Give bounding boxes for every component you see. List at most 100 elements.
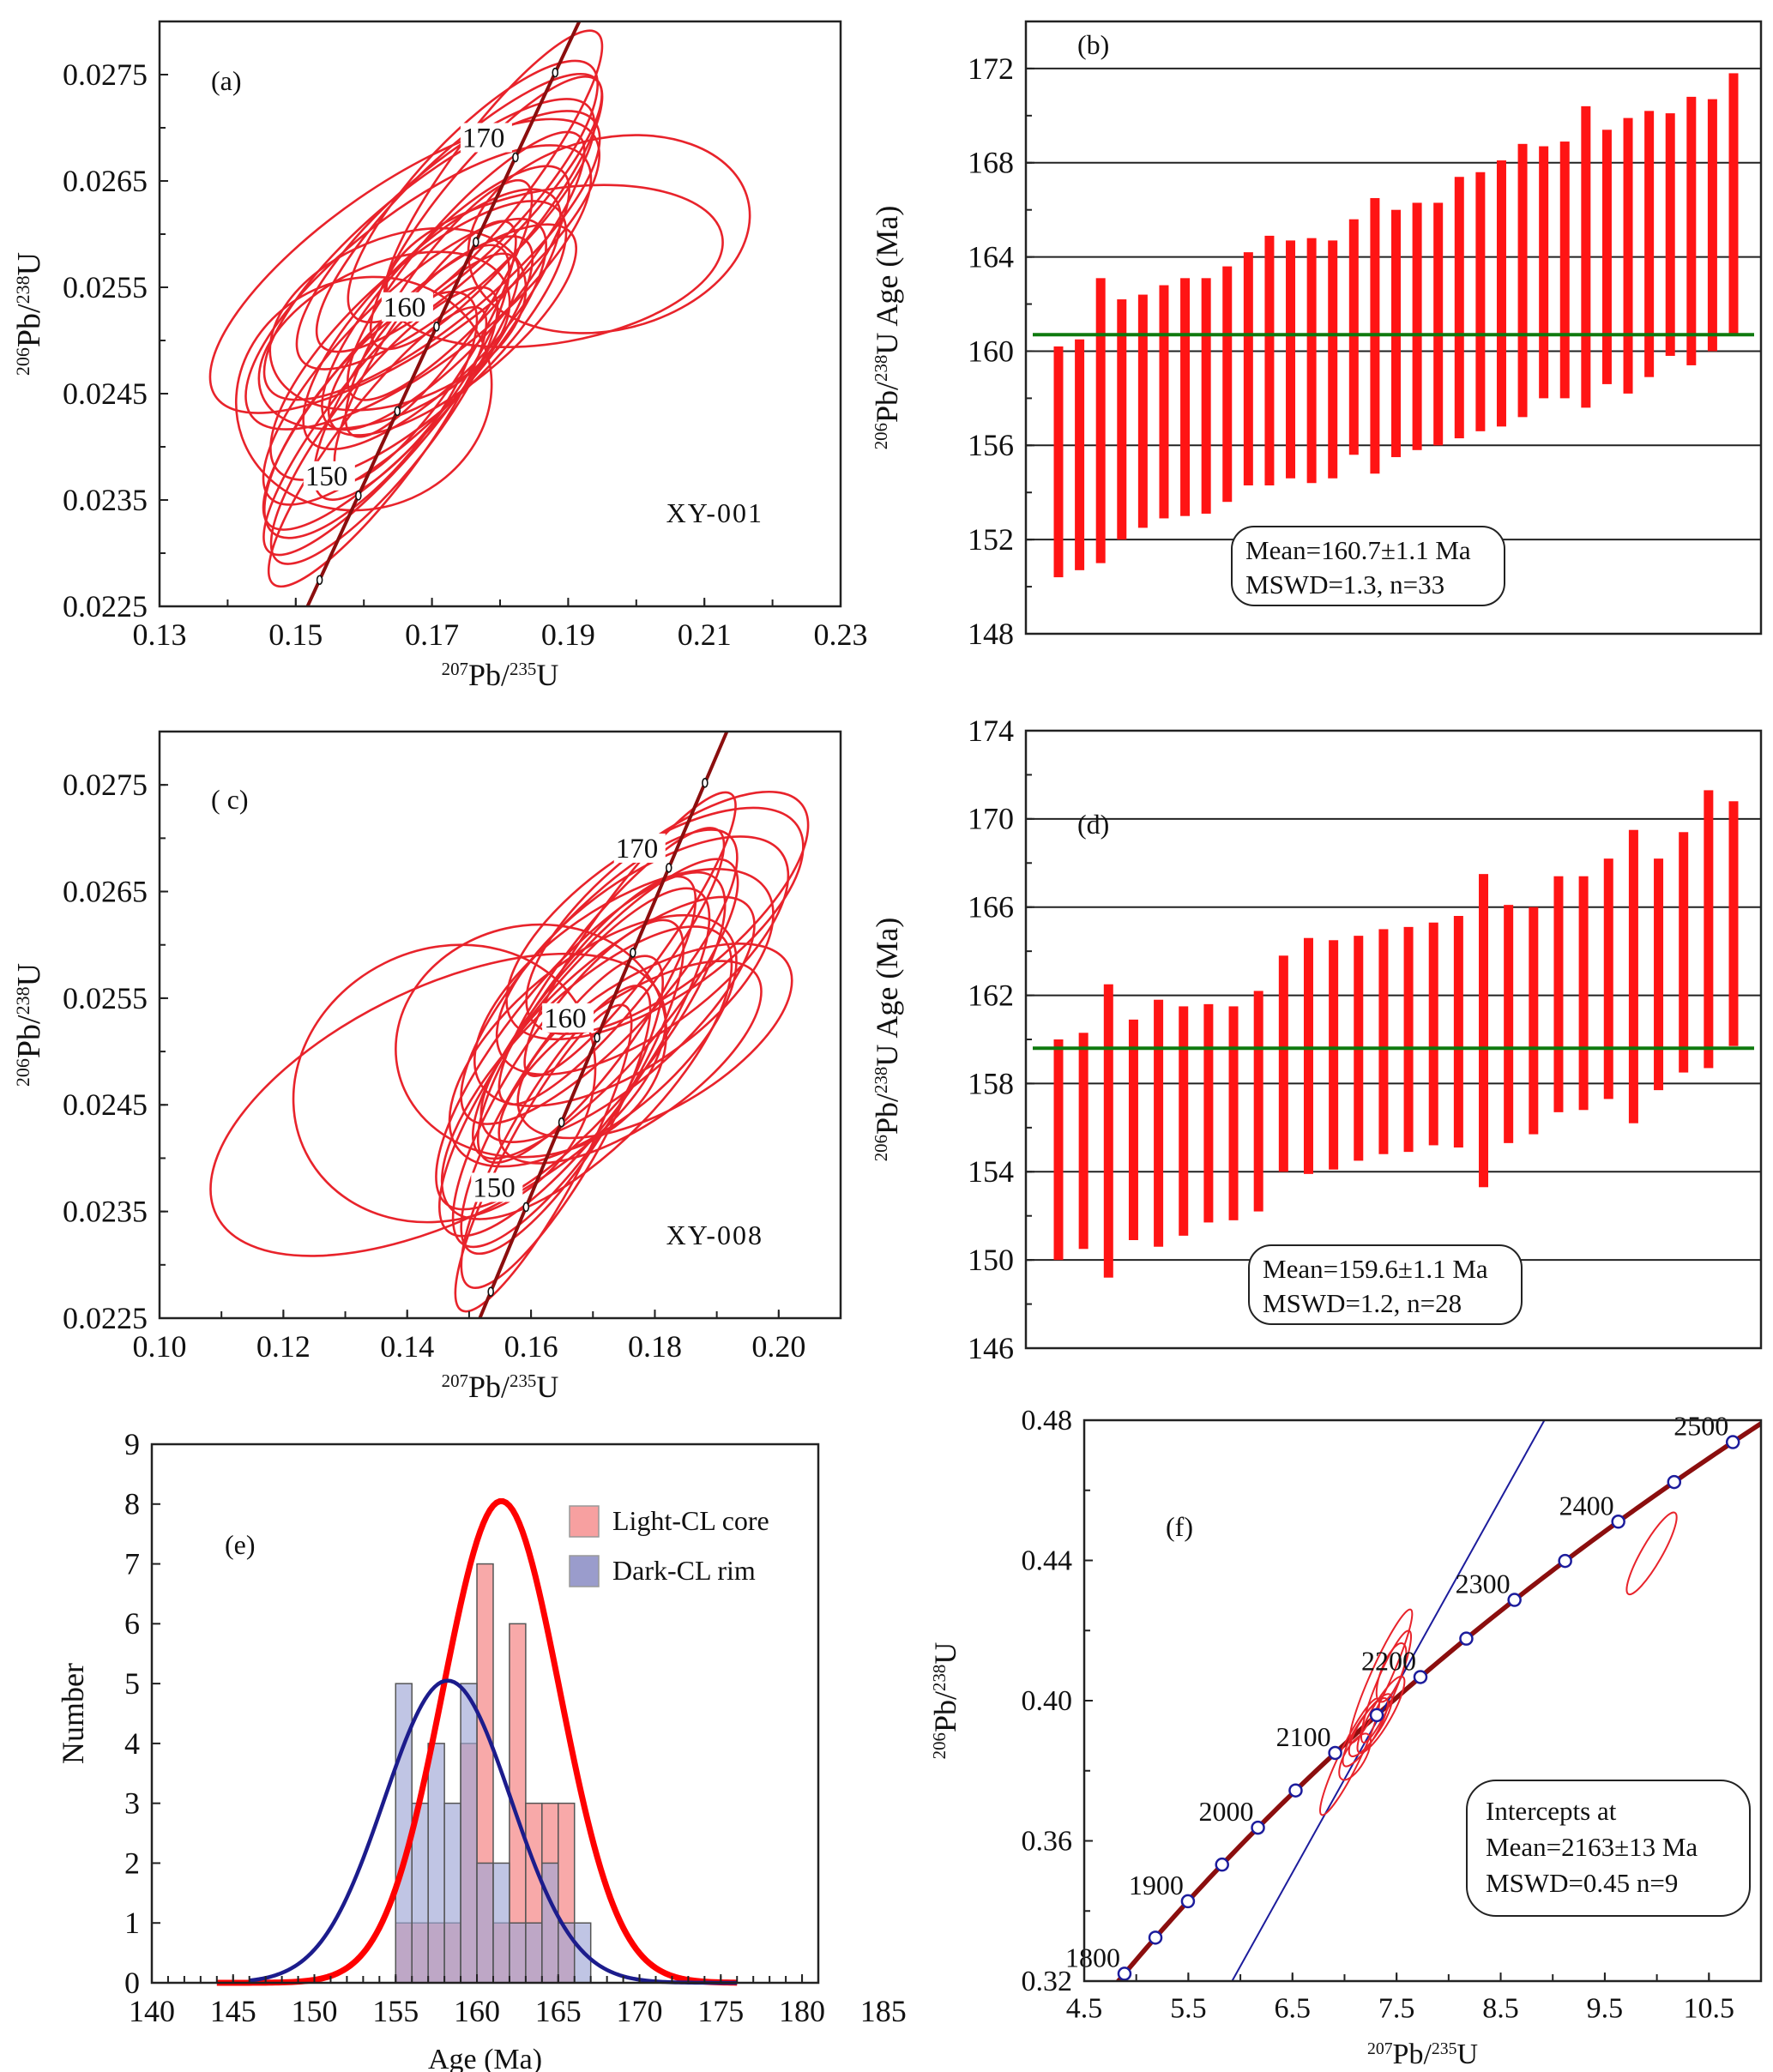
concordia-age-label: 1800 (1065, 1942, 1120, 1973)
panel-e-y-axis-tick-label: 8 (124, 1487, 140, 1521)
panel-f-x-axis-tick-label: 9.5 (1587, 1993, 1624, 2025)
panel-b-y-axis-tick-label: 164 (968, 239, 1014, 274)
panel-c-y-axis-tick-label: 0.0225 (63, 1301, 148, 1335)
isotope-base: Pb/ (928, 1691, 962, 1732)
isotope-superscript: 238 (871, 355, 891, 382)
panel-a-x-axis-tick-label: 0.13 (133, 617, 187, 652)
error-bar (1529, 906, 1539, 1135)
error-bar (1075, 339, 1085, 570)
panel-e-y-axis-tick-label: 4 (124, 1726, 140, 1761)
error-bar (1253, 991, 1263, 1212)
panel-f-y-axis-tick-label: 0.44 (1022, 1545, 1073, 1577)
error-ellipse (262, 291, 479, 539)
panel-d-y-axis-title-text: 206Pb/238U Age (Ma) (870, 918, 904, 1162)
concordia-age-marker (1558, 1553, 1572, 1569)
error-ellipse (435, 870, 727, 1211)
age-label-bg (303, 461, 355, 491)
error-ellipse (395, 923, 668, 1159)
error-bar (1053, 346, 1064, 578)
panel-d-y-axis-tick-label: 170 (968, 802, 1014, 836)
concordia-age-label: 2300 (1456, 1569, 1511, 1599)
age-label-bg (381, 292, 433, 322)
panel-b-label: (b) (1077, 29, 1109, 60)
panel-e-x-axis-tick-label: 185 (860, 1994, 907, 2028)
panel-b-y-axis-tick-label: 172 (968, 51, 1014, 86)
concordia-age-marker (355, 491, 362, 501)
error-bar (1201, 278, 1211, 514)
error-ellipse (312, 244, 510, 501)
stats-annotation-box (1466, 1780, 1751, 1917)
isotope-base: U (11, 252, 47, 275)
stats-mswd-text: MSWD=1.2, n=28 (1263, 1288, 1462, 1318)
error-bar (1154, 999, 1164, 1247)
error-bar (1328, 240, 1338, 479)
panel-c-sample-label: XY-008 (666, 1220, 763, 1250)
error-ellipse (460, 985, 652, 1289)
isotope-base: Pb/ (468, 658, 510, 692)
concordia-age-marker (316, 575, 323, 586)
panel-c-y-axis-tick-label: 0.0265 (63, 874, 148, 908)
histogram-bar (541, 1862, 559, 1984)
concordia-age-marker (394, 406, 401, 417)
panel-d-y-axis-tick-label: 158 (968, 1066, 1014, 1100)
isotope-superscript: 207 (1367, 2039, 1393, 2058)
error-ellipse (369, 75, 604, 351)
isotope-base: Pb/ (11, 1015, 47, 1058)
error-bar (1578, 876, 1589, 1111)
histogram-bar (525, 1922, 543, 1984)
error-bar (1412, 202, 1422, 450)
legend-swatch (569, 1505, 600, 1538)
isotope-base: U Age (Ma) (870, 206, 904, 355)
stats-mean-text: Mean=159.6±1.1 Ma (1263, 1254, 1488, 1284)
panel-c-x-axis-tick-label: 0.18 (628, 1329, 682, 1364)
panel-f-y-axis-tick-label: 0.32 (1022, 1966, 1073, 1997)
panel-a-label: (a) (211, 65, 242, 96)
panel-e-y-axis-tick-label: 2 (124, 1846, 140, 1880)
error-bar (1403, 926, 1414, 1153)
error-bar (1644, 111, 1655, 377)
error-bar (1453, 916, 1463, 1147)
isotope-base: Pb/ (11, 304, 47, 347)
age-label-bg (613, 833, 666, 863)
panel-f-y-axis-tick-label: 0.40 (1022, 1685, 1073, 1717)
panel-a-x-axis-tick-label: 0.23 (814, 617, 868, 652)
concordia-curve (1115, 1420, 1761, 1981)
error-bar (1243, 252, 1253, 485)
isotope-base: Pb/ (870, 1093, 904, 1135)
panel-b-y-axis-tick-label: 168 (968, 146, 1014, 180)
stats-mean-text: Mean=160.7±1.1 Ma (1245, 535, 1471, 565)
panel-c-x-axis-tick-label: 0.14 (380, 1329, 434, 1364)
error-bar (1053, 1039, 1064, 1261)
panel-b-y-axis-tick-label: 160 (968, 334, 1014, 368)
isotope-superscript: 238 (12, 986, 33, 1015)
error-ellipse (460, 955, 664, 1256)
panel-c-y-axis-tick-label: 0.0275 (63, 768, 148, 802)
concordia-age-marker (594, 1033, 600, 1043)
panel-f-x-axis-tick-label: 10.5 (1684, 1993, 1735, 2025)
panel-c-x-axis-tick-label: 0.12 (256, 1329, 311, 1364)
isotope-superscript: 238 (12, 275, 33, 304)
panel-a-x-axis-tick-label: 0.15 (268, 617, 323, 652)
panel-e-x-axis-tick-label: 145 (210, 1994, 256, 2028)
panel-e-y-axis-tick-label: 1 (124, 1906, 140, 1940)
stats-annotation-line: Mean=2163±13 Ma (1486, 1832, 1698, 1862)
isotope-superscript: 206 (12, 1058, 33, 1087)
panel-d-y-axis-tick-label: 162 (968, 978, 1014, 1012)
concordia-age-marker (1507, 1593, 1522, 1607)
panel-c-x-axis-tick-label: 0.20 (751, 1329, 805, 1364)
error-ellipse (498, 827, 726, 1106)
error-bar (1203, 1003, 1214, 1223)
panel-e-y-axis-tick-label: 3 (124, 1786, 140, 1821)
error-ellipse (448, 913, 738, 1168)
isotope-superscript: 235 (510, 659, 536, 679)
panel-f-x-axis-title-text: 207Pb/235U (1367, 2039, 1478, 2070)
error-bar (1628, 829, 1638, 1123)
panel-e-x-axis-tick-label: 180 (779, 1994, 825, 2028)
panel-a-y-axis-tick-label: 0.0235 (63, 483, 148, 517)
error-bar (1728, 73, 1739, 335)
error-bar (1454, 177, 1464, 439)
histogram-bar (476, 1862, 494, 1984)
isotope-superscript: 207 (442, 1370, 468, 1391)
error-bar (1180, 278, 1191, 516)
concordia-age-label: 2400 (1559, 1490, 1614, 1521)
